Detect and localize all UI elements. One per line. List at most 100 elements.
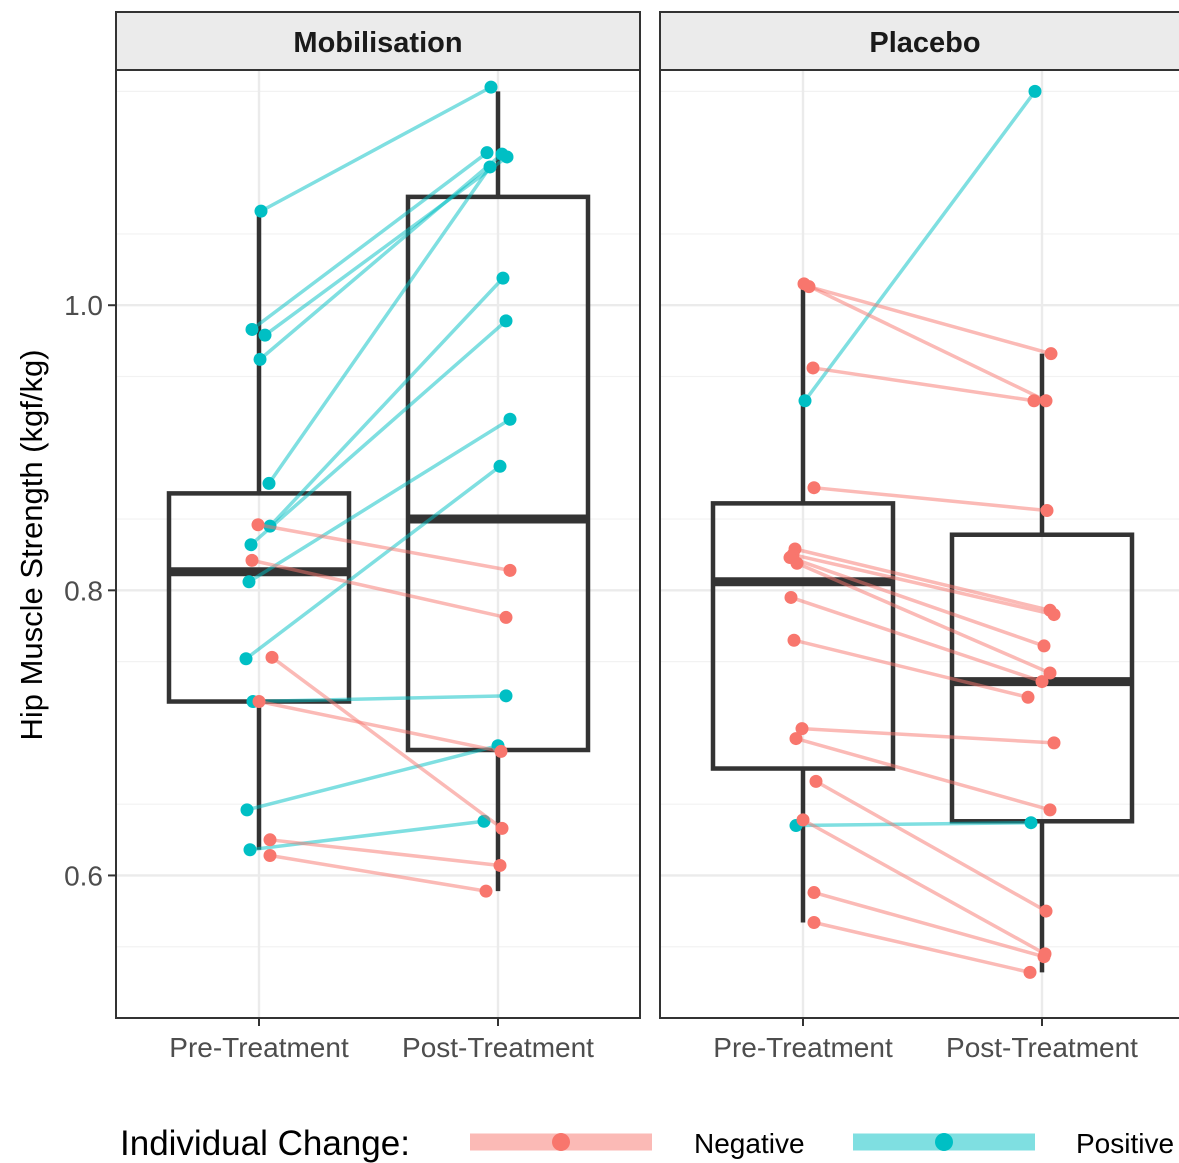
subject-pair [795, 722, 1061, 750]
point-pre [244, 538, 258, 552]
point-pre [258, 328, 272, 342]
change-line [269, 838, 501, 868]
point-pre [807, 915, 821, 929]
point-pre [790, 556, 804, 570]
change-line [270, 655, 504, 830]
subject-pair [242, 412, 517, 589]
point-post [503, 563, 517, 577]
change-line [248, 417, 511, 584]
point-post [503, 412, 517, 426]
subject-pair [789, 732, 1057, 817]
point-post [1021, 690, 1035, 704]
y-tick-label: 0.8 [64, 575, 103, 606]
plot-background [660, 70, 1179, 1018]
point-pre [254, 204, 268, 218]
point-pre [252, 695, 266, 709]
point-post [493, 459, 507, 473]
point-pre [807, 481, 821, 495]
y-axis: Hip Muscle Strength (kgf/kg) 0.6 0.8 1.0 [14, 290, 116, 891]
change-line [251, 558, 507, 620]
change-line [795, 736, 1051, 812]
point-pre [784, 590, 798, 604]
point-pre [795, 722, 809, 736]
subject-pair [245, 146, 494, 336]
point-post [1039, 904, 1053, 918]
subject-pair [807, 915, 1037, 979]
point-pre [797, 277, 811, 291]
point-pre [263, 833, 277, 847]
point-post [493, 858, 507, 872]
legend: Individual Change: Negative Positive [120, 1124, 1174, 1163]
point-pre [809, 774, 823, 788]
point-pre [806, 361, 820, 375]
box-pre-treatment [166, 211, 352, 850]
point-pre [796, 813, 810, 827]
point-pre [265, 650, 279, 664]
point-post [483, 160, 497, 174]
subject-pair [253, 147, 509, 366]
change-line [790, 595, 1043, 684]
subject-pair [784, 590, 1049, 689]
change-line [808, 284, 1052, 356]
subject-pair [251, 518, 517, 577]
point-post [1039, 394, 1053, 408]
point-post [499, 689, 513, 703]
point-pre [245, 322, 259, 336]
change-line [258, 699, 502, 754]
point-pre [242, 575, 256, 589]
legend-label-negative: Negative [694, 1128, 805, 1159]
point-pre [798, 394, 812, 408]
panel-mobilisation: Mobilisation Pre-Treatment Post-Treatment [115, 11, 641, 1063]
point-post [1028, 84, 1042, 98]
subject-pair [252, 695, 508, 758]
change-line [268, 276, 505, 528]
point-post [479, 884, 493, 898]
change-line [260, 85, 492, 213]
change-line [263, 155, 509, 337]
point-pre [263, 848, 277, 862]
panel-border [115, 69, 641, 1019]
point-post [495, 147, 509, 161]
change-line [803, 282, 1047, 403]
x-tick-label: Post-Treatment [402, 1032, 594, 1063]
point-post [1043, 666, 1057, 680]
point-post [496, 271, 510, 285]
point-post [1037, 950, 1051, 964]
subject-pair [790, 556, 1057, 680]
panel-border [659, 69, 1179, 1019]
point-post [1023, 965, 1037, 979]
subject-pair [262, 160, 497, 490]
x-tick-label: Pre-Treatment [713, 1032, 893, 1063]
change-line [795, 820, 1032, 828]
change-line [258, 152, 504, 361]
change-line [813, 920, 1031, 975]
point-post [484, 80, 498, 94]
change-line [796, 561, 1051, 675]
point-pre [789, 732, 803, 746]
point-post [499, 314, 513, 328]
point-post [1043, 803, 1057, 817]
point-post [1040, 503, 1054, 517]
legend-title: Individual Change: [120, 1124, 410, 1163]
legend-key-negative [470, 1133, 652, 1151]
change-line [269, 853, 487, 893]
change-line [812, 366, 1035, 403]
point-post [1044, 347, 1058, 361]
box-body [710, 501, 896, 771]
subject-pair [254, 80, 498, 218]
subject-pair [244, 314, 513, 552]
subject-pair [245, 553, 513, 624]
point-pre [243, 843, 257, 857]
subject-pair [809, 774, 1053, 918]
subject-pair [807, 481, 1054, 517]
subject-pair [806, 361, 1041, 408]
change-line [793, 638, 1029, 699]
x-tick-label: Pre-Treatment [169, 1032, 349, 1063]
point-pre [253, 352, 267, 366]
change-line [815, 779, 1047, 913]
y-tick-label: 0.6 [64, 860, 103, 891]
point-post [1037, 639, 1051, 653]
subject-pair [797, 277, 1053, 408]
subject-pair [807, 886, 1051, 964]
